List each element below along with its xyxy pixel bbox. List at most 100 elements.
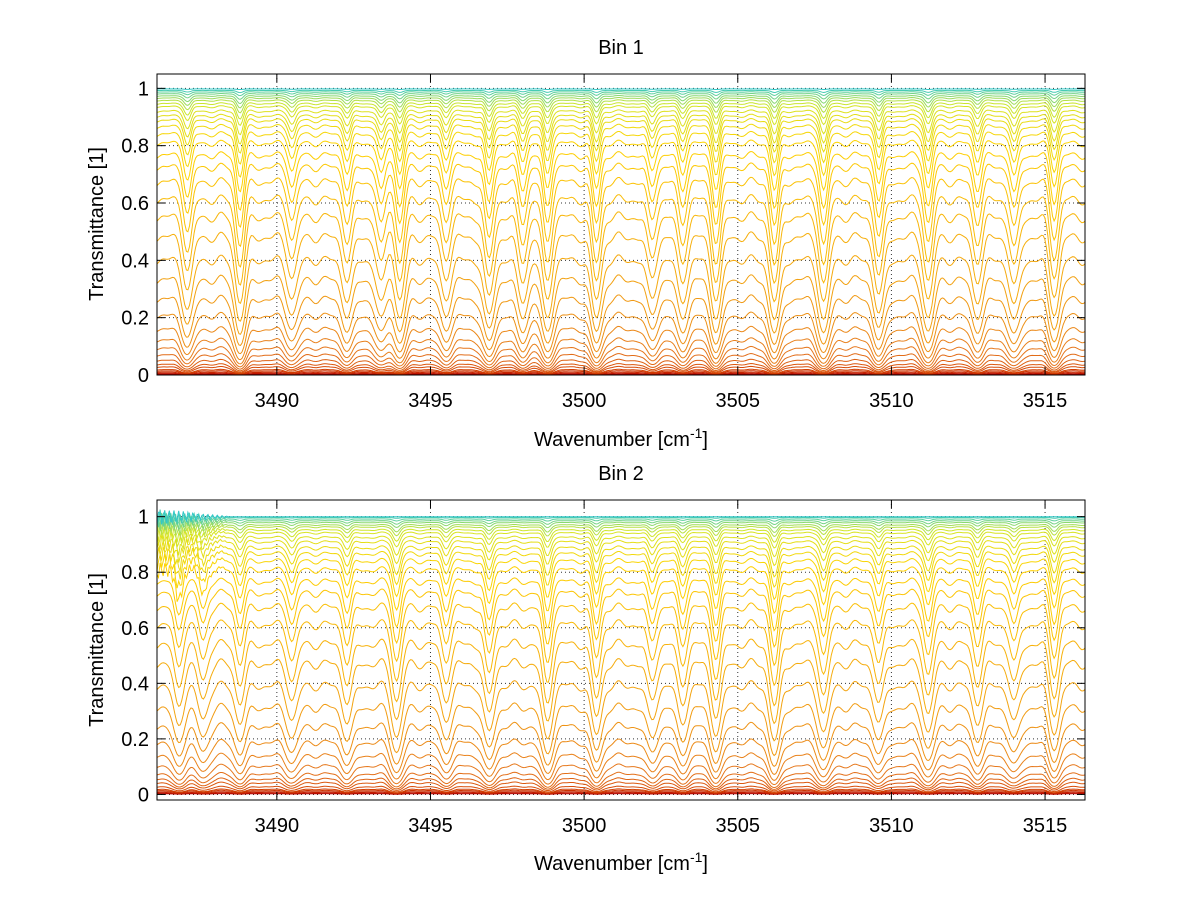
series-line (156, 771, 1086, 789)
series-group (156, 509, 1086, 795)
series-line (156, 529, 1086, 558)
x-tick-label: 3505 (716, 815, 761, 837)
series-line (156, 702, 1086, 757)
series-line (156, 522, 1086, 543)
series-line (156, 99, 1086, 114)
series-line (156, 211, 1086, 286)
series-line (156, 638, 1086, 707)
y-tick-label: 0.2 (121, 729, 149, 751)
y-tick-label: 0.6 (121, 193, 149, 215)
series-line (156, 123, 1086, 165)
series-line (156, 547, 1086, 588)
y-tick-label: 0 (138, 365, 149, 387)
series-line (156, 618, 1086, 687)
series-line (157, 88, 1085, 91)
series-line (156, 311, 1086, 355)
x-tick-label: 3495 (408, 390, 453, 412)
y-tick-label: 0.4 (121, 250, 149, 272)
panel-bin-2: Bin 2 3490 3495 3500 3505 3510 3515 0 0.2 0.4 0.6… (86, 463, 1086, 875)
panel-bin-1: Bin 1 3490 3495 3500 3505 3510 3515 0 0.2 0.4 0.6… (86, 37, 1086, 451)
series-line (156, 92, 1086, 100)
series-line (156, 94, 1086, 105)
plot-frame (156, 499, 1086, 801)
series-line (156, 294, 1086, 346)
series-line (156, 588, 1086, 648)
x-axis-label: Wavenumber [cm-1] (534, 425, 708, 451)
series-line (157, 791, 1086, 795)
series-line (156, 193, 1086, 268)
series-line (156, 113, 1086, 145)
series-line (156, 139, 1086, 193)
y-tick-label: 1 (138, 78, 149, 100)
series-line (156, 553, 1086, 601)
series-line (156, 150, 1086, 211)
series-line (156, 520, 1086, 539)
x-tick-label: 3500 (562, 815, 607, 837)
series-line (156, 763, 1086, 786)
series-line (156, 781, 1086, 792)
series-line (156, 721, 1086, 768)
series-line (156, 91, 1085, 97)
y-tick-label: 1 (138, 507, 149, 529)
series-line (156, 752, 1086, 781)
series-line (156, 274, 1086, 335)
y-axis-label: Transmittance [1] (86, 147, 108, 301)
series-line (156, 358, 1086, 372)
series-line (156, 602, 1086, 667)
series-line (156, 540, 1086, 578)
plot-frame (156, 73, 1086, 376)
series-line (156, 517, 1086, 536)
series-line (156, 345, 1086, 368)
series-line (156, 526, 1086, 549)
series-line (156, 337, 1086, 365)
x-axis-label: Wavenumber [cm-1] (534, 849, 708, 875)
series-line (156, 231, 1086, 305)
x-tick-label: 3510 (869, 815, 914, 837)
series-line (156, 105, 1086, 126)
series-line (156, 325, 1086, 361)
series-line (156, 352, 1086, 370)
series-line (156, 96, 1086, 109)
series-line (156, 368, 1086, 375)
series-line (156, 577, 1086, 632)
x-tick-label: 3510 (869, 390, 914, 412)
x-tick-label: 3490 (255, 390, 300, 412)
series-line (156, 777, 1086, 790)
series-line (156, 512, 1086, 530)
series-line (156, 509, 1085, 525)
x-tick-label: 3505 (716, 390, 761, 412)
y-axis-label: Transmittance [1] (86, 573, 108, 727)
series-line (156, 788, 1086, 794)
series-line (156, 516, 1086, 532)
chart-title: Bin 1 (598, 37, 644, 59)
series-line (156, 509, 1085, 525)
x-tick-label: 3500 (562, 390, 607, 412)
series-line (156, 117, 1086, 154)
y-tick-label: 0.2 (121, 308, 149, 330)
y-tick-label: 0.8 (121, 562, 149, 584)
y-tick-label: 0.4 (121, 673, 149, 695)
series-line (156, 102, 1086, 120)
series-line (156, 162, 1086, 228)
y-tick-label: 0.6 (121, 618, 149, 640)
series-line (156, 254, 1086, 322)
series-line (156, 89, 1085, 94)
x-tick-label: 3490 (255, 815, 300, 837)
series-line (156, 785, 1086, 793)
y-tick-label: 0.8 (121, 136, 149, 158)
series-line (156, 738, 1086, 775)
series-line (156, 535, 1086, 567)
x-tick-label: 3495 (408, 815, 453, 837)
series-line (156, 562, 1086, 615)
series-group (156, 88, 1086, 376)
series-line (156, 130, 1086, 178)
y-tick-label: 0 (138, 784, 149, 806)
series-line (156, 657, 1086, 725)
series-line (156, 680, 1086, 742)
series-line (156, 109, 1086, 136)
x-tick-label: 3515 (1023, 390, 1068, 412)
series-line (156, 365, 1086, 374)
x-tick-label: 3515 (1023, 815, 1068, 837)
chart-title: Bin 2 (598, 463, 644, 485)
